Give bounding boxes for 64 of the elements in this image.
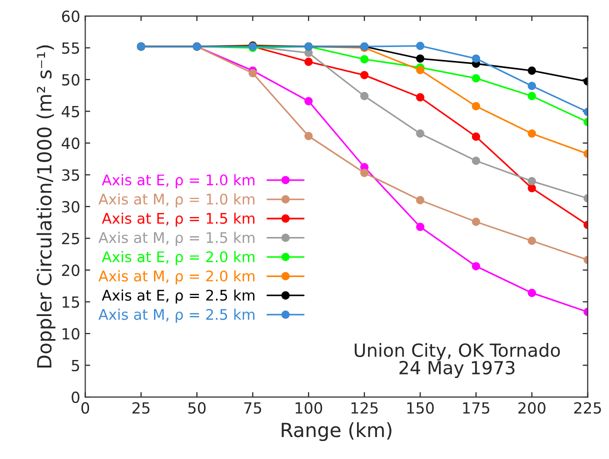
y-tick-label: 35 <box>62 169 80 181</box>
point <box>416 196 424 204</box>
point <box>304 96 313 106</box>
point <box>248 69 257 78</box>
y-tick-label: 25 <box>62 232 80 244</box>
x-axis-title: Range (km) <box>282 422 392 442</box>
point <box>528 129 536 138</box>
y-tick-label: 15 <box>62 296 80 308</box>
x-tick-label: 100 <box>296 402 322 414</box>
point <box>528 82 536 90</box>
point <box>472 102 480 110</box>
point <box>416 66 424 74</box>
point <box>472 74 480 82</box>
legend-label: Axis at M, ρ = 1.5 km <box>98 232 254 246</box>
y-tick-label: 40 <box>62 138 80 150</box>
point <box>472 218 480 226</box>
point <box>528 288 536 298</box>
point <box>472 262 480 270</box>
point <box>304 58 313 66</box>
y-tick-label: 60 <box>62 10 80 22</box>
point <box>472 156 480 165</box>
x-tick-label: 150 <box>407 402 434 414</box>
x-tick-label: 0 <box>81 402 90 414</box>
y-tick-label: 10 <box>62 328 80 340</box>
point <box>416 54 424 63</box>
legend-label: Axis at E, ρ = 1.5 km <box>102 212 254 227</box>
point <box>528 66 536 75</box>
x-tick-label: 175 <box>463 402 490 414</box>
y-tick-label: 0 <box>72 392 80 404</box>
x-tick-label: 200 <box>518 402 546 414</box>
point <box>360 92 369 100</box>
point <box>528 92 536 100</box>
point <box>360 70 369 80</box>
y-tick-label: 30 <box>62 201 80 213</box>
point <box>528 176 536 186</box>
x-tick-label: 50 <box>188 402 206 414</box>
x-tick-label: 75 <box>244 402 262 414</box>
y-tick-label: 50 <box>62 74 80 86</box>
y-axis-title: Doppler Circulation/1000 (m² s⁻¹) <box>36 45 56 368</box>
point <box>416 42 424 50</box>
x-tick-label: 25 <box>132 402 150 414</box>
point <box>528 184 536 192</box>
y-tick-label: 20 <box>62 264 80 276</box>
legend-label: Axis at M, ρ = 1.0 km <box>98 193 254 208</box>
legend-label: Axis at M, ρ = 2.0 km <box>98 270 254 284</box>
y-tick-label: 55 <box>62 42 80 54</box>
point <box>472 54 480 63</box>
point <box>360 168 369 178</box>
annotation: Union City, OK Tornado 24 May 1973 <box>354 343 560 378</box>
y-tick-label: 45 <box>62 106 80 118</box>
point <box>528 236 536 246</box>
x-tick-label: 225 <box>574 402 601 414</box>
point <box>416 93 424 102</box>
point <box>304 132 313 140</box>
point <box>416 222 424 232</box>
point <box>472 132 480 141</box>
point <box>360 55 369 64</box>
legend-label: Axis at E, ρ = 1.0 km <box>102 174 254 188</box>
point <box>416 129 424 138</box>
x-tick-label: 125 <box>351 402 378 414</box>
y-tick-label: 5 <box>72 360 80 372</box>
legend-label: Axis at E, ρ = 2.0 km <box>102 251 254 266</box>
legend-label: Axis at M, ρ = 2.5 km <box>98 308 254 323</box>
legend-label: Axis at E, ρ = 2.5 km <box>102 289 254 304</box>
